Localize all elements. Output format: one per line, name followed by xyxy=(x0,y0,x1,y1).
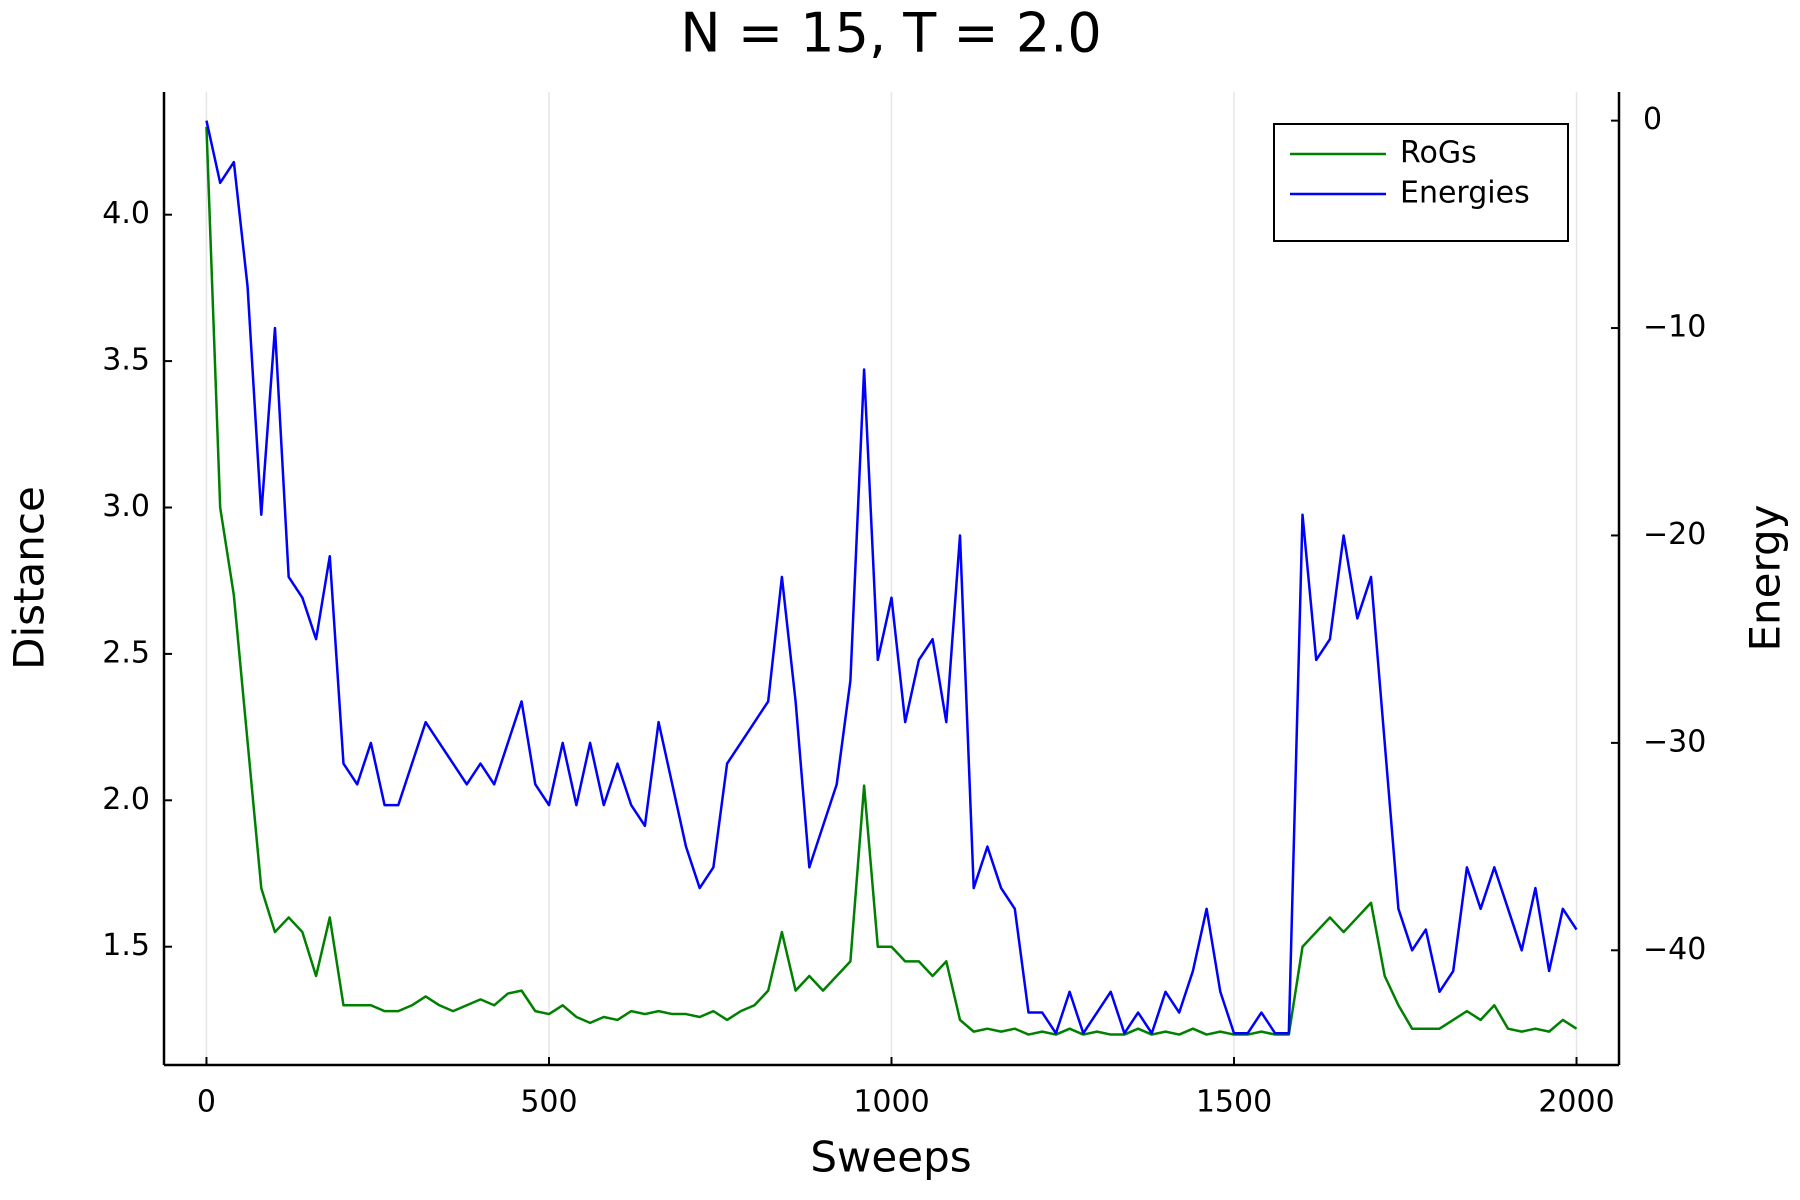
y2-tick-label: −10 xyxy=(1643,310,1706,345)
legend-label: RoGs xyxy=(1400,136,1477,171)
y-tick-label: 1.5 xyxy=(102,928,150,963)
y2-tick-label: 0 xyxy=(1643,102,1662,137)
legend-box xyxy=(1273,123,1569,242)
x-tick-label: 1000 xyxy=(853,1085,929,1120)
y2-axis-label: Energy xyxy=(1741,504,1790,651)
y-tick-label: 4.0 xyxy=(102,196,150,231)
x-tick-label: 2000 xyxy=(1538,1085,1614,1120)
x-tick-label: 1500 xyxy=(1196,1085,1272,1120)
y2-tick-label: −40 xyxy=(1643,932,1706,967)
line xyxy=(205,126,1578,1036)
y2-tick-label: −30 xyxy=(1643,724,1706,759)
y-axis-label: Distance xyxy=(5,486,54,670)
chart-title: N = 15, T = 2.0 xyxy=(680,2,1101,65)
y2-tick-label: −20 xyxy=(1643,517,1706,552)
y-tick-label: 3.5 xyxy=(102,343,150,378)
line xyxy=(205,120,1578,1035)
x-tick-label: 0 xyxy=(197,1085,216,1120)
x-tick-label: 500 xyxy=(520,1085,577,1120)
x-axis-label: Sweeps xyxy=(810,1133,971,1182)
legend-label: Energies xyxy=(1400,176,1530,211)
y-tick-label: 2.5 xyxy=(102,635,150,670)
y-tick-label: 2.0 xyxy=(102,782,150,817)
y-tick-label: 3.0 xyxy=(102,489,150,524)
